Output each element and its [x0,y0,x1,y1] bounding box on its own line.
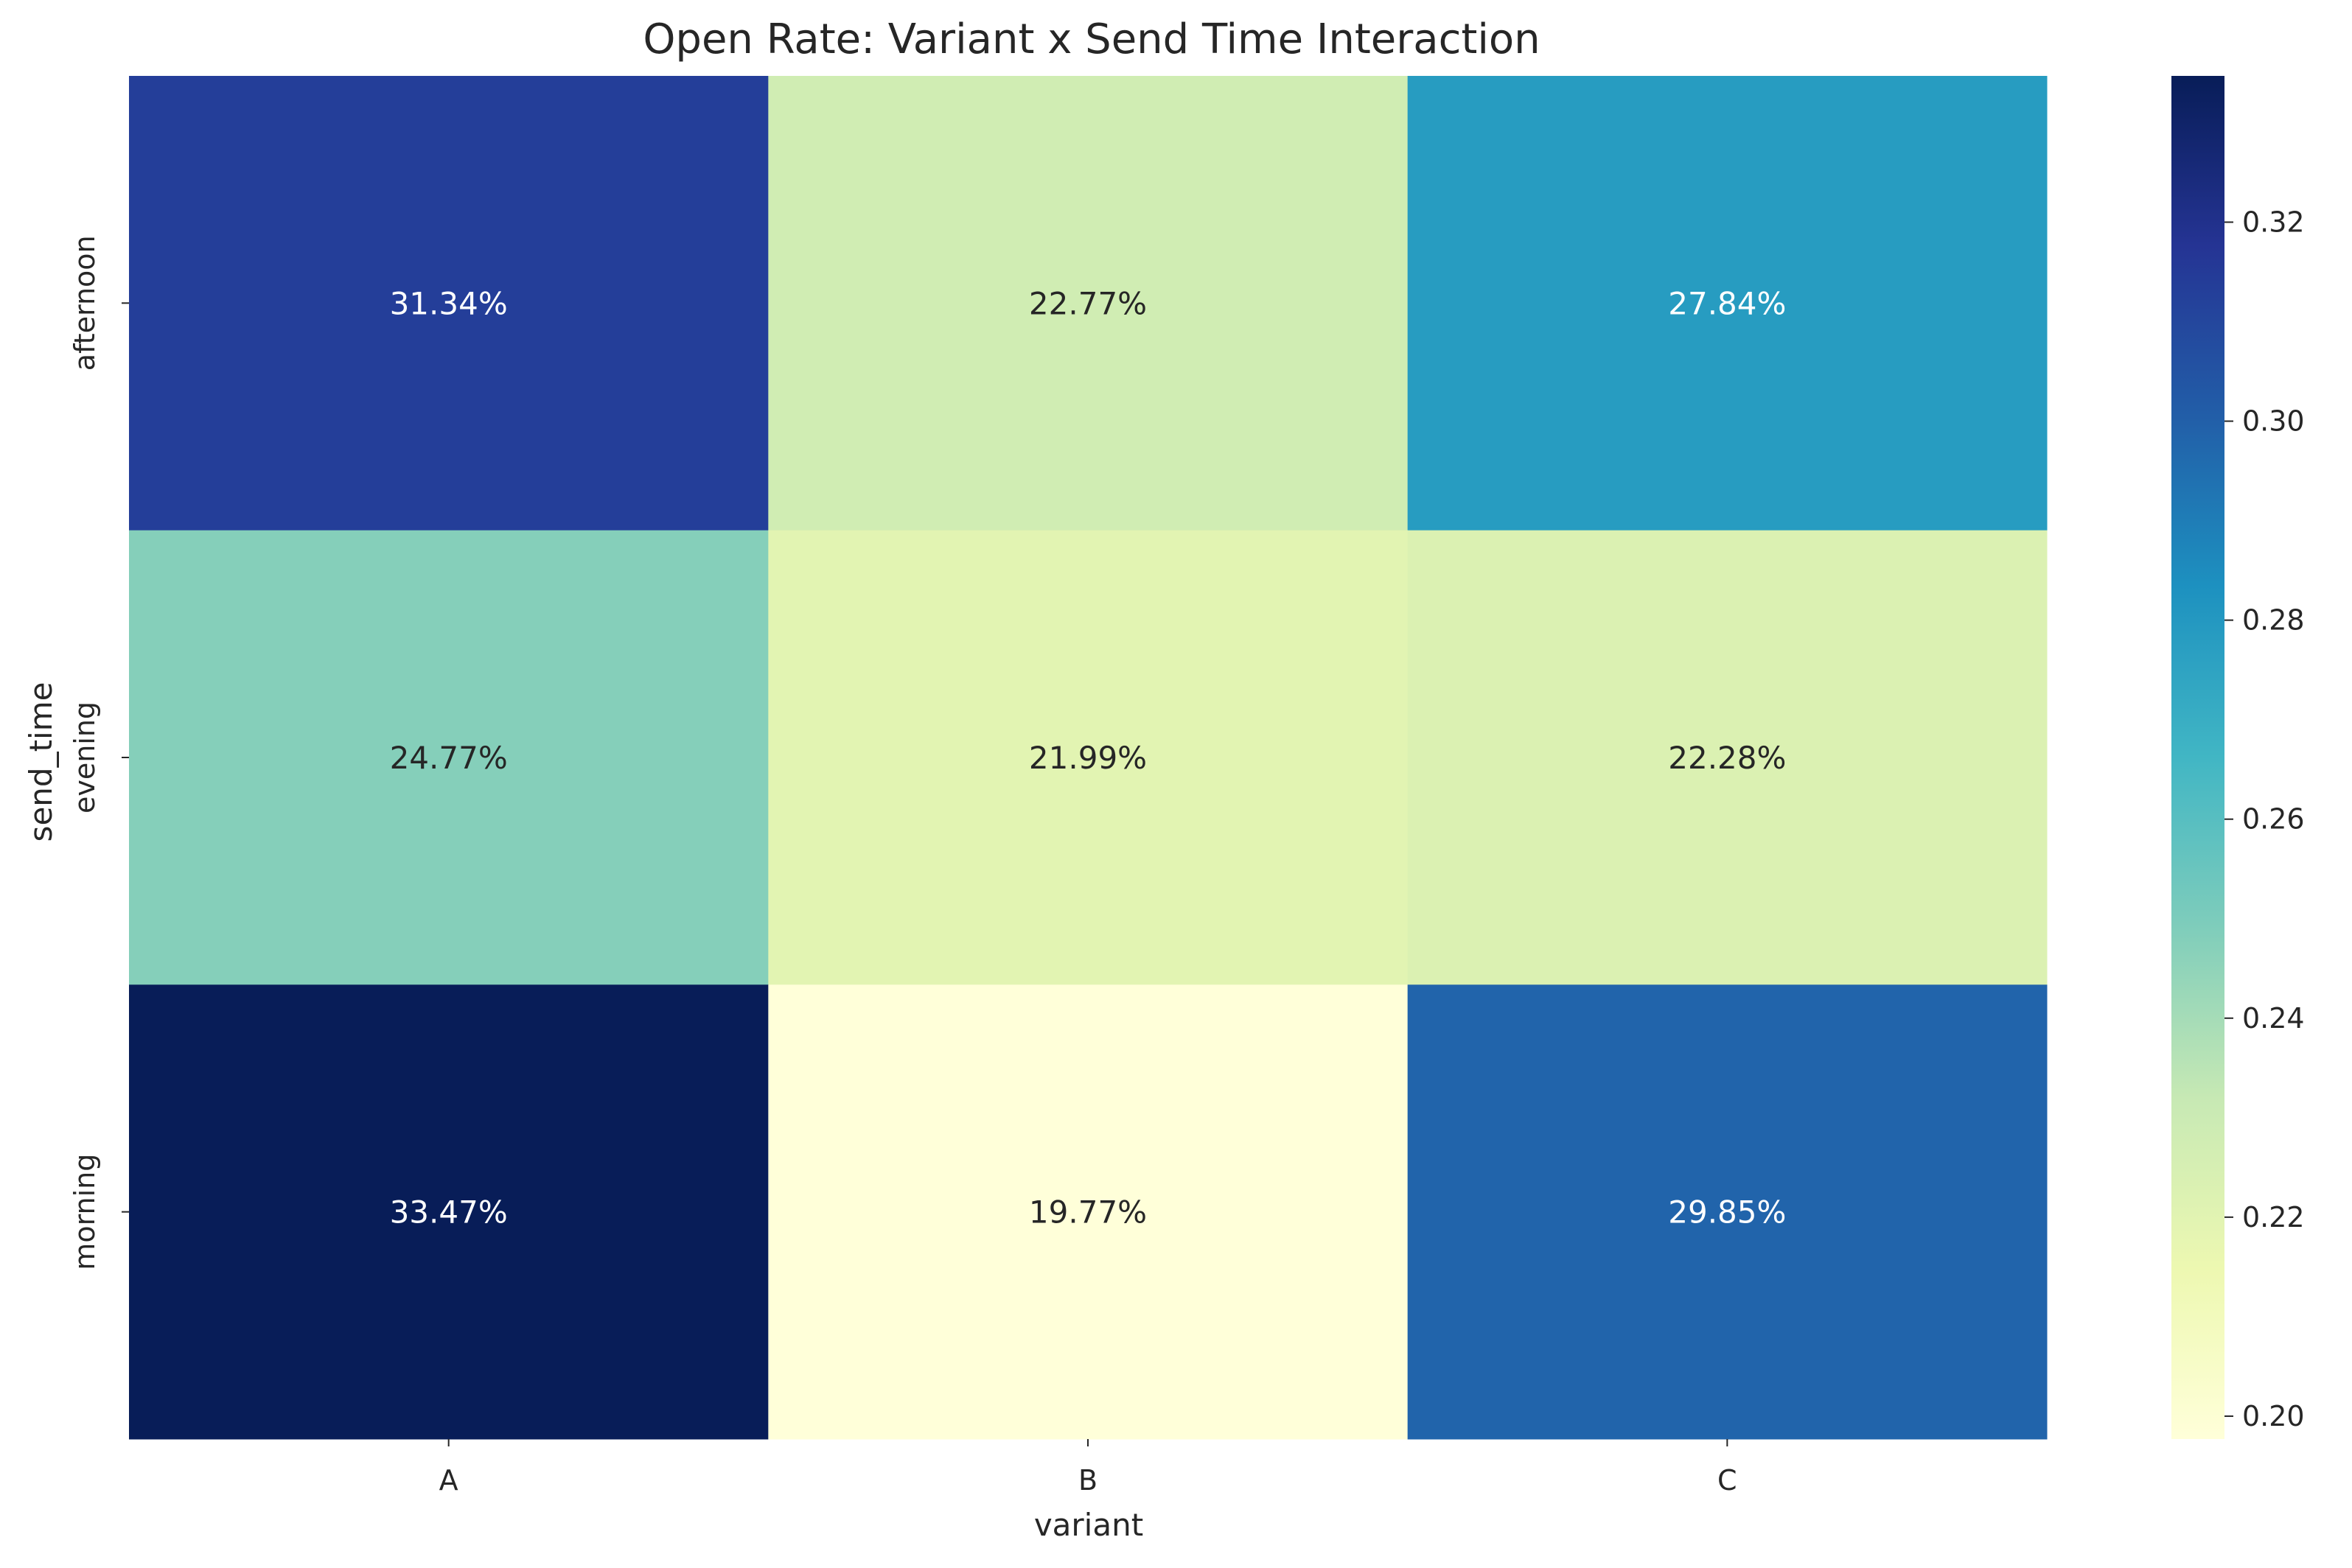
colorbar-tick-label: 0.30 [2242,405,2305,438]
heatmap-cell [1407,76,2048,531]
x-tick-label: C [1717,1464,1737,1497]
cell-label: 19.77% [1029,1194,1147,1231]
colorbar [2171,76,2224,1439]
colorbar-tick-label: 0.22 [2242,1201,2305,1233]
chart-title: Open Rate: Variant x Send Time Interacti… [643,15,1540,63]
y-tick-label: afternoon [69,235,101,371]
colorbar-tick-label: 0.26 [2242,803,2305,836]
heatmap-cell [1407,530,2048,985]
y-tick-label: evening [69,701,101,813]
heatmap-cell [129,76,769,531]
heatmap-cell [768,76,1409,531]
heatmap-cell-labels: 31.34% 22.77% 27.84% 24.77% 21.99% 22.28% 33.4… [390,285,1787,1230]
colorbar-tick-label: 0.28 [2242,604,2305,637]
colorbar-tick-label: 0.24 [2242,1002,2305,1035]
y-axis-ticks: afternoon evening morning [69,235,129,1270]
x-tick-label: A [439,1464,458,1497]
colorbar-tick-label: 0.20 [2242,1400,2305,1432]
cell-label: 22.77% [1029,285,1147,321]
heatmap-cell [129,984,769,1440]
heatmap-cell [768,984,1409,1440]
cell-label: 33.47% [390,1194,508,1231]
colorbar-tick-label: 0.32 [2242,206,2305,239]
cell-label: 31.34% [390,285,508,321]
heatmap-cell [129,530,769,985]
cell-label: 24.77% [390,740,508,776]
colorbar-ticks: 0.20 0.22 0.24 0.26 0.28 0.30 0.32 [2224,206,2305,1432]
cell-label: 21.99% [1029,740,1147,776]
cell-label: 29.85% [1668,1194,1786,1231]
x-axis-label: variant [1034,1507,1143,1543]
y-tick-label: morning [69,1154,101,1270]
x-axis-ticks: A B C [439,1439,1737,1497]
heatmap-cells [129,76,2048,1440]
cell-label: 27.84% [1668,285,1786,321]
heatmap-cell [1407,984,2048,1440]
x-tick-label: B [1078,1464,1098,1497]
y-axis-label: send_time [23,682,59,842]
cell-label: 22.28% [1668,740,1786,776]
heatmap-cell [768,530,1409,985]
